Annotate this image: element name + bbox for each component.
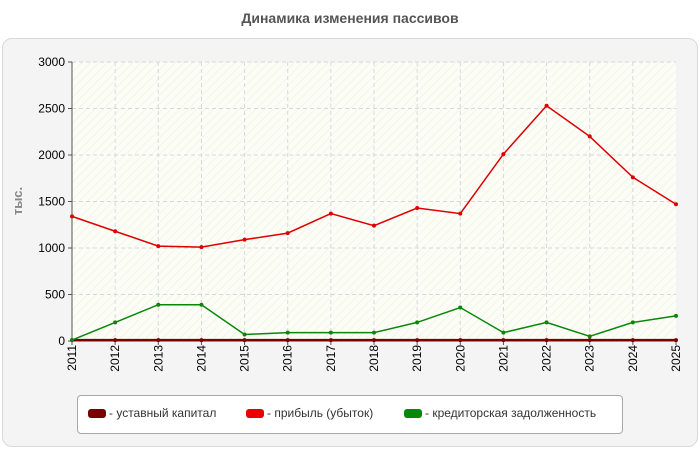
legend-swatch-accounts-payable xyxy=(404,408,422,418)
data-point-0 xyxy=(674,338,678,343)
x-tick-label: 2016 xyxy=(281,345,295,372)
data-point-1 xyxy=(113,229,118,234)
chart-title: Динамика изменения пассивов xyxy=(241,10,459,26)
legend-label-accounts-payable: - кредиторская задолженность xyxy=(425,406,597,420)
data-point-0 xyxy=(285,338,290,343)
data-point-0 xyxy=(415,338,420,343)
data-point-1 xyxy=(587,134,592,139)
data-point-1 xyxy=(242,237,247,242)
data-point-2 xyxy=(242,332,247,337)
x-tick-label: 2024 xyxy=(626,345,640,372)
data-point-1 xyxy=(70,214,74,219)
y-axis-label: тыс. xyxy=(10,187,25,215)
grid-lines xyxy=(72,61,676,341)
data-point-2 xyxy=(415,320,420,325)
x-tick-label: 2020 xyxy=(453,345,467,372)
data-point-0 xyxy=(458,338,463,343)
y-tick-label: 2500 xyxy=(38,102,65,116)
data-point-0 xyxy=(242,338,247,343)
data-point-1 xyxy=(415,206,420,211)
x-tick-label: 2011 xyxy=(65,345,79,371)
data-point-1 xyxy=(674,202,678,207)
data-point-1 xyxy=(458,211,463,216)
x-tick-labels: 2011 2012 2013 2014 2015 2016 2017 2018 2019 2020… xyxy=(65,345,683,372)
legend-swatch-profit xyxy=(246,408,264,418)
data-point-2 xyxy=(674,313,678,318)
x-tick-label: 2015 xyxy=(238,345,252,372)
y-tick-label: 1000 xyxy=(38,241,65,255)
data-point-1 xyxy=(372,223,376,228)
data-point-2 xyxy=(328,330,333,335)
data-point-2 xyxy=(501,330,506,335)
data-point-2 xyxy=(544,320,549,325)
y-tick-label: 3000 xyxy=(38,55,65,69)
data-point-2 xyxy=(372,330,376,335)
data-point-1 xyxy=(199,245,204,250)
data-point-0 xyxy=(501,338,506,343)
x-tick-label: 2023 xyxy=(583,345,597,372)
y-tick-labels: 0 500 1000 1500 2000 2500 3000 xyxy=(38,55,65,348)
legend-label-profit: - прибыль (убыток) xyxy=(267,406,374,420)
x-tick-label: 2025 xyxy=(669,345,683,372)
data-point-2 xyxy=(587,334,592,339)
x-tick-label: 2022 xyxy=(540,345,554,372)
series-group xyxy=(70,103,678,343)
legend-item-profit: - прибыль (убыток) xyxy=(246,406,373,420)
legend: - уставный капитал - прибыль (убыток) - … xyxy=(77,395,623,434)
data-point-0 xyxy=(372,338,376,343)
data-point-0 xyxy=(156,338,161,343)
y-tick-label: 2000 xyxy=(38,148,65,162)
y-tick-label: 0 xyxy=(58,334,65,348)
data-point-0 xyxy=(199,338,204,343)
x-tick-label: 2014 xyxy=(194,345,208,372)
data-point-0 xyxy=(630,338,635,343)
data-point-0 xyxy=(113,338,118,343)
data-point-1 xyxy=(501,152,506,157)
data-point-1 xyxy=(630,175,635,180)
x-tick-label: 2012 xyxy=(108,345,122,372)
x-tick-label: 2019 xyxy=(410,345,424,372)
data-point-1 xyxy=(285,231,290,236)
x-tick-label: 2013 xyxy=(151,345,165,372)
x-tick-label: 2017 xyxy=(324,345,338,372)
data-point-0 xyxy=(328,338,333,343)
x-tick-label: 2018 xyxy=(367,345,381,372)
legend-item-accounts-payable: - кредиторская задолженность xyxy=(404,406,596,420)
y-tick-label: 500 xyxy=(45,288,65,302)
data-point-1 xyxy=(156,244,161,249)
data-point-2 xyxy=(199,302,204,307)
data-point-0 xyxy=(587,338,592,343)
legend-label-charter-capital: - уставный капитал xyxy=(109,406,217,420)
data-point-2 xyxy=(70,338,74,343)
data-point-2 xyxy=(285,330,290,335)
data-point-2 xyxy=(458,305,463,310)
data-point-2 xyxy=(630,320,635,325)
legend-swatch-charter-capital xyxy=(88,408,106,418)
data-point-1 xyxy=(328,211,333,216)
data-point-0 xyxy=(544,338,549,343)
legend-item-charter-capital: - уставный капитал xyxy=(88,406,216,420)
x-tick-label: 2021 xyxy=(496,345,510,372)
data-point-2 xyxy=(156,302,161,307)
y-tick-label: 1500 xyxy=(38,195,65,209)
data-point-2 xyxy=(113,320,118,325)
data-point-1 xyxy=(544,103,549,108)
